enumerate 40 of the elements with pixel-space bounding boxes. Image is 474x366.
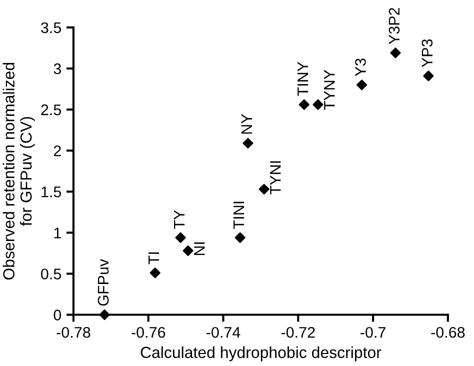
point — [390, 48, 401, 58]
point — [312, 99, 324, 110]
x-tick-label: -0.74 — [206, 326, 240, 338]
point — [150, 268, 160, 278]
annotation: GFPuv — [98, 258, 109, 306]
point — [423, 70, 434, 82]
x-tick-label: -0.78 — [56, 326, 90, 338]
annotation: TY — [174, 210, 185, 229]
y-tick-label: 3.5 — [41, 22, 62, 34]
point — [182, 245, 194, 256]
y-tick-label: 2 — [54, 145, 61, 156]
x-tick-label: -0.68 — [431, 326, 465, 338]
annotation: YP3 — [422, 39, 433, 68]
annotation: TI — [148, 252, 160, 264]
x-tick-label: -0.7 — [360, 326, 386, 338]
point — [99, 309, 110, 320]
annotation: NY — [241, 114, 252, 134]
y-axis-title: Observed retention normalized for GFPuv (CV) — [2, 62, 35, 280]
annotation: NI — [194, 242, 205, 256]
annotation: TYNY — [324, 70, 335, 110]
point — [242, 138, 254, 148]
point — [258, 184, 270, 194]
x-axis-title: Calculated hydrophobic descriptor — [140, 346, 382, 362]
annotation: Y3 — [355, 58, 366, 76]
annotation: TYNI — [270, 161, 281, 194]
y-tick-label: 0 — [54, 310, 62, 320]
annotation: TINY — [298, 62, 308, 96]
point — [298, 99, 310, 110]
x-tick-label: -0.72 — [281, 326, 315, 338]
y-tick-label: 1.5 — [42, 186, 62, 198]
annotation: Y3P2 — [388, 8, 400, 44]
annotation: TINI — [234, 202, 244, 229]
point — [175, 232, 186, 243]
y-tick-label: 2.5 — [41, 104, 62, 116]
x-tick-label: -0.76 — [132, 326, 166, 338]
point — [356, 80, 368, 90]
y-tick-label: 3 — [54, 63, 61, 74]
point — [234, 232, 246, 243]
y-tick-label: 0.5 — [41, 268, 62, 280]
y-tick-label: 1 — [54, 228, 61, 238]
